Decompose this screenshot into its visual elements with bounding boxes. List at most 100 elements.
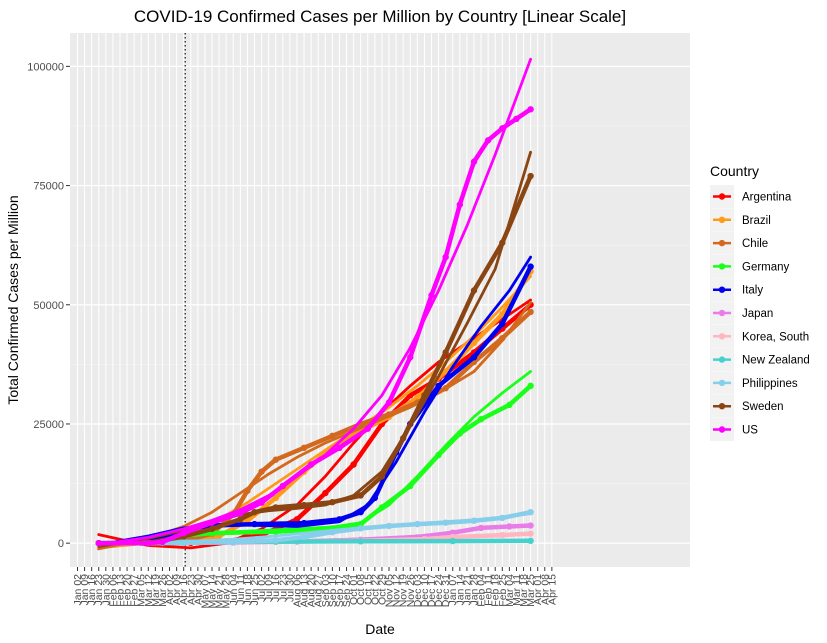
data-point-sweden: [300, 501, 308, 509]
data-point-germany: [527, 382, 534, 390]
data-point-us: [95, 539, 102, 547]
x-tick-label: Feb 27: [129, 574, 141, 607]
x-tick-label: Feb 11: [483, 574, 495, 606]
data-point-germany: [506, 401, 513, 409]
data-point-chile: [244, 487, 251, 494]
data-point-italy: [357, 508, 364, 516]
data-point-italy: [371, 494, 379, 502]
x-tick-label: Jun 18: [242, 574, 254, 606]
legend-label: Germany: [742, 261, 790, 273]
data-point-japan: [506, 523, 513, 530]
x-tick-label: Sep 17: [334, 574, 346, 607]
x-tick-label: Feb 18: [490, 574, 502, 607]
x-tick-label: May 21: [214, 574, 226, 609]
legend-swatch-point: [718, 333, 726, 340]
x-tick-label: Oct 22: [369, 574, 381, 605]
data-point-philippines: [414, 520, 421, 528]
data-point-argentina: [322, 489, 329, 497]
data-point-us: [484, 137, 492, 144]
legend-item-germany: Germany: [710, 254, 790, 278]
x-tick-label: Jun 04: [228, 574, 240, 606]
x-tick-label: Apr 01: [532, 574, 544, 605]
x-tick-label: Jul 02: [256, 574, 268, 602]
legend-swatch-point: [718, 426, 726, 433]
x-tick-label: Jul 30: [284, 574, 296, 602]
data-point-us: [513, 115, 520, 123]
data-point-chile: [258, 468, 265, 475]
legend: Country Argentina Brazil Chile Germany Italy…: [710, 163, 810, 441]
data-point-us: [336, 444, 343, 452]
data-point-brazil: [470, 339, 478, 347]
x-tick-label: Dec 10: [419, 574, 431, 607]
legend-label: US: [742, 425, 758, 437]
x-tick-label: Oct 15: [362, 574, 374, 605]
legend-label: Japan: [742, 308, 773, 320]
data-point-sweden: [442, 349, 449, 356]
x-tick-label: Dec 24: [433, 574, 445, 607]
y-tick-label: 25000: [33, 419, 64, 431]
x-tick-label: Apr 23: [185, 574, 197, 605]
legend-swatch-point: [718, 309, 726, 317]
series-fit-chile: [97, 301, 532, 551]
legend-label: Philippines: [742, 378, 798, 390]
x-tick-label: Nov 05: [384, 574, 396, 607]
data-point-germany: [435, 451, 442, 459]
x-tick-label: Jul 16: [270, 574, 282, 602]
legend-label: Brazil: [742, 215, 771, 227]
data-point-italy: [300, 519, 308, 527]
data-point-sweden: [378, 473, 386, 480]
x-tick-label: Nov 26: [405, 574, 417, 607]
legend-label: Korea, South: [742, 331, 809, 343]
data-point-philippines: [385, 522, 393, 530]
data-point-us: [499, 125, 506, 132]
legend-title: Country: [710, 163, 759, 179]
x-tick-label: Dec 17: [426, 574, 438, 607]
data-point-brazil: [272, 494, 279, 502]
data-point-us: [180, 529, 187, 537]
chart-title: COVID-19 Confirmed Cases per Million by …: [134, 7, 626, 26]
data-point-germany: [456, 430, 464, 437]
x-tick-label: Oct 29: [376, 574, 388, 605]
x-tick-label: Feb 25: [497, 574, 509, 607]
x-tick-label: Apr 15: [546, 574, 558, 605]
legend-item-korea-south: Korea, South: [710, 324, 809, 348]
data-point-philippines: [272, 537, 279, 544]
data-point-sweden: [208, 525, 216, 533]
x-tick-label: Aug 27: [313, 574, 325, 607]
x-tick-label: Apr 16: [178, 574, 190, 605]
legend-label: Chile: [742, 238, 768, 250]
x-tick-label: Apr 09: [171, 574, 183, 605]
x-tick-label: Mar 04: [504, 574, 516, 607]
x-tick-label: Jan 14: [454, 574, 466, 606]
data-point-korea-south: [527, 530, 534, 537]
x-tick-label: Aug 20: [306, 574, 318, 607]
y-tick-label: 0: [58, 538, 64, 550]
data-point-chile: [385, 411, 393, 418]
data-point-germany: [272, 528, 279, 535]
legend-swatch-point: [718, 286, 726, 293]
data-point-italy: [336, 516, 343, 523]
x-tick-label: Jan 30: [100, 574, 112, 606]
data-point-new-zealand: [449, 537, 456, 545]
data-point-sweden: [357, 492, 364, 499]
legend-item-argentina: Argentina: [710, 185, 792, 208]
x-tick-label: Sep 24: [341, 574, 353, 607]
legend-item-new-zealand: New Zealand: [710, 348, 810, 372]
data-point-germany: [378, 504, 386, 511]
x-axis-title: Date: [365, 621, 395, 637]
data-point-germany: [407, 482, 414, 490]
y-tick-label: 50000: [33, 300, 64, 312]
legend-item-chile: Chile: [710, 231, 768, 255]
data-point-philippines: [527, 508, 534, 516]
legend-label: Sweden: [742, 401, 784, 413]
x-tick-label: Nov 19: [398, 574, 410, 607]
data-point-argentina: [293, 516, 301, 523]
x-tick-label: Jun 11: [235, 574, 247, 605]
data-point-sweden: [399, 435, 407, 442]
x-tick-label: May 07: [199, 574, 211, 609]
data-point-sweden: [329, 498, 336, 506]
data-point-chile: [272, 456, 279, 463]
x-tick-label: Mar 18: [518, 574, 530, 607]
x-tick-label: Jan 28: [468, 574, 480, 606]
